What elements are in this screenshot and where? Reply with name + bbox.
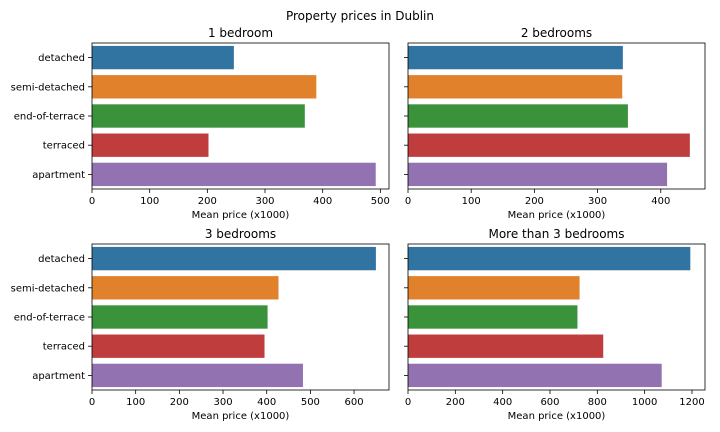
- category-label: detached: [38, 254, 85, 265]
- bar-terraced: [408, 334, 604, 358]
- x-tick-label: 0: [405, 196, 411, 207]
- x-tick-label: 500: [301, 397, 320, 408]
- x-axis-label: Mean price (x1000): [508, 210, 606, 221]
- bar-detached: [408, 45, 623, 70]
- x-tick-label: 600: [540, 397, 559, 408]
- subplot-4: More than 3 bedrooms 0 200 400 600 800 1000 120…: [404, 227, 706, 422]
- x-tick-label: 400: [257, 397, 276, 408]
- x-tick-label: 800: [588, 397, 607, 408]
- bar-semi-detached: [92, 276, 279, 300]
- bar-semi-detached: [92, 75, 317, 99]
- subplots: 1 bedroom detached semi-detached end-of-ter…: [11, 26, 706, 422]
- bar-terraced: [92, 334, 265, 358]
- bar-apartment: [92, 363, 303, 388]
- subplot-title: 3 bedrooms: [205, 227, 276, 241]
- x-tick-label: 500: [371, 196, 390, 207]
- x-tick-label: 200: [446, 397, 465, 408]
- category-label: detached: [38, 53, 85, 64]
- category-label: apartment: [32, 170, 85, 181]
- subplot-title: More than 3 bedrooms: [488, 227, 624, 241]
- category-label: end-of-terrace: [14, 112, 85, 123]
- bar-detached: [92, 246, 376, 271]
- category-label: terraced: [43, 342, 85, 353]
- x-tick-label: 100: [126, 397, 145, 408]
- x-tick-label: 0: [405, 397, 411, 408]
- x-tick-label: 1000: [632, 397, 657, 408]
- x-tick-label: 200: [170, 397, 189, 408]
- bar-end-of-terrace: [92, 305, 268, 329]
- bar-terraced: [408, 133, 690, 157]
- x-tick-label: 400: [493, 397, 512, 408]
- subplot-title: 1 bedroom: [208, 26, 273, 40]
- x-axis-label: Mean price (x1000): [192, 411, 290, 422]
- x-tick-label: 100: [140, 196, 159, 207]
- bar-detached: [408, 246, 691, 271]
- x-tick-label: 300: [255, 196, 274, 207]
- subplot-title: 2 bedrooms: [521, 26, 592, 40]
- x-tick-label: 600: [345, 397, 364, 408]
- category-label: semi-detached: [11, 283, 85, 294]
- x-tick-label: 200: [525, 196, 544, 207]
- x-axis-label: Mean price (x1000): [508, 411, 606, 422]
- bar-semi-detached: [408, 75, 623, 99]
- bar-semi-detached: [408, 276, 580, 300]
- x-tick-label: 200: [198, 196, 217, 207]
- bar-apartment: [92, 162, 376, 187]
- bar-detached: [92, 45, 234, 70]
- category-label: apartment: [32, 371, 85, 382]
- x-tick-label: 400: [313, 196, 332, 207]
- x-tick-label: 100: [462, 196, 481, 207]
- x-tick-label: 400: [651, 196, 670, 207]
- category-label: end-of-terrace: [14, 313, 85, 324]
- subplot-1: 1 bedroom detached semi-detached end-of-ter…: [11, 26, 390, 221]
- category-label: semi-detached: [11, 82, 85, 93]
- figure-title: Property prices in Dublin: [286, 9, 434, 23]
- x-tick-label: 300: [588, 196, 607, 207]
- bar-apartment: [408, 162, 668, 187]
- bar-terraced: [92, 133, 209, 157]
- x-tick-label: 300: [213, 397, 232, 408]
- category-label: terraced: [43, 141, 85, 152]
- x-tick-label: 0: [89, 397, 95, 408]
- subplot-2: 2 bedrooms 0 100 200 300 400 Mean price (x1000…: [404, 26, 706, 221]
- bar-apartment: [408, 363, 662, 388]
- bar-end-of-terrace: [92, 104, 305, 128]
- x-tick-label: 0: [89, 196, 95, 207]
- subplot-3: 3 bedrooms detached semi-detached end-of-te…: [11, 227, 390, 422]
- bar-end-of-terrace: [408, 104, 628, 128]
- x-tick-label: 1200: [679, 397, 704, 408]
- x-axis-label: Mean price (x1000): [192, 210, 290, 221]
- bar-end-of-terrace: [408, 305, 578, 329]
